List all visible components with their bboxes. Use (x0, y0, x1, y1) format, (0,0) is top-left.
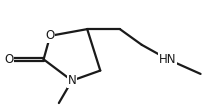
Text: O: O (4, 53, 13, 66)
Text: N: N (68, 74, 76, 87)
Text: O: O (46, 29, 55, 42)
Text: HN: HN (159, 53, 177, 66)
